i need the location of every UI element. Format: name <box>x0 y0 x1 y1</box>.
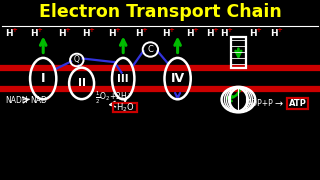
Text: +: + <box>36 27 42 33</box>
Text: +: + <box>65 27 70 33</box>
Text: H: H <box>83 28 90 37</box>
Text: NADH: NADH <box>5 96 28 105</box>
Text: H$_2$O: H$_2$O <box>116 101 134 114</box>
Text: H: H <box>30 28 37 37</box>
Text: H: H <box>206 28 213 37</box>
Text: III: III <box>117 74 129 84</box>
Text: +: + <box>255 27 261 33</box>
Text: $\rightarrow$: $\rightarrow$ <box>273 98 285 109</box>
Text: H: H <box>249 28 257 37</box>
Text: +: + <box>226 27 232 33</box>
Text: +: + <box>45 96 50 101</box>
Text: +: + <box>276 27 282 33</box>
Text: C: C <box>148 45 153 54</box>
Text: +: + <box>169 27 174 33</box>
Text: +: + <box>89 27 94 33</box>
Text: +: + <box>141 27 147 33</box>
Text: Q: Q <box>74 55 80 64</box>
Text: II: II <box>77 78 86 88</box>
Text: H: H <box>163 28 170 37</box>
Text: $\frac{1}{2}$O$_2$+2H$^+$: $\frac{1}{2}$O$_2$+2H$^+$ <box>94 90 133 107</box>
Text: H: H <box>5 28 13 37</box>
Text: +: + <box>11 27 17 33</box>
Text: ADP+P: ADP+P <box>246 99 273 108</box>
Text: NAD: NAD <box>31 96 47 105</box>
Text: H: H <box>187 28 194 37</box>
Text: H: H <box>270 28 277 37</box>
Text: IV: IV <box>171 72 185 85</box>
Text: +: + <box>114 27 120 33</box>
Text: Electron Transport Chain: Electron Transport Chain <box>39 3 281 21</box>
Text: +: + <box>212 27 218 33</box>
Bar <box>231 37 246 68</box>
Text: H: H <box>108 28 116 37</box>
Text: H: H <box>220 28 228 37</box>
Text: I: I <box>41 72 45 85</box>
Text: +: + <box>193 27 198 33</box>
Text: ATP: ATP <box>289 99 307 108</box>
Text: H: H <box>135 28 143 37</box>
Text: H: H <box>59 28 66 37</box>
